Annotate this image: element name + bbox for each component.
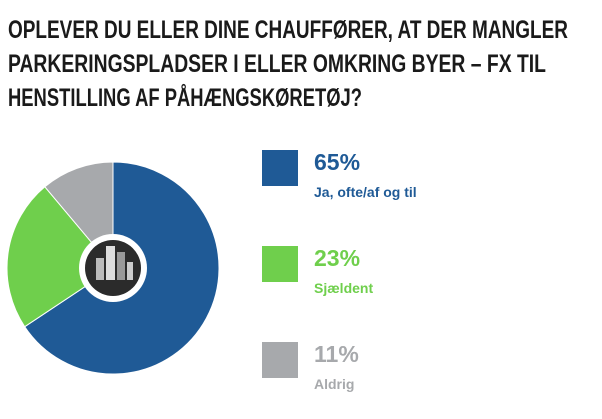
legend-swatch [262, 342, 298, 378]
title-line: PARKERINGSPLADSER I ELLER OMKRING BYER –… [8, 50, 546, 78]
donut [6, 161, 220, 375]
legend-swatch [262, 150, 298, 186]
value-label: 65% [314, 149, 360, 175]
value-label: 23% [314, 245, 360, 271]
title: OPLEVER DU ELLER DINE CHAUFFØRER, AT DER… [8, 16, 568, 112]
value-label: 11% [314, 341, 359, 367]
title-line: HENSTILLING AF PÅHÆNGSKØRETØJ? [8, 83, 362, 112]
legend-label: Ja, ofte/af og til [314, 184, 417, 200]
title-line: OPLEVER DU ELLER DINE CHAUFFØRER, AT DER… [8, 16, 568, 44]
legend-label: Aldrig [314, 376, 354, 392]
legend-label: Sjældent [314, 280, 373, 296]
legend-swatch [262, 246, 298, 282]
legend: 65% Ja, ofte/af og til 23% Sjældent 11% Aldri… [262, 149, 417, 392]
center-icon [79, 234, 147, 302]
